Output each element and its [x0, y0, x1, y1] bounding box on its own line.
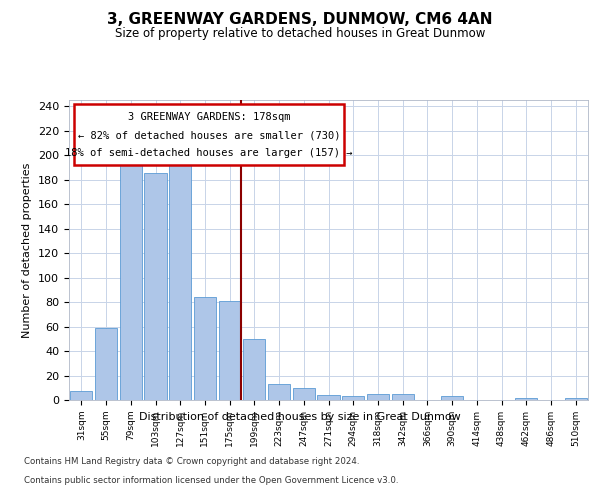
Bar — [342, 396, 364, 400]
Bar — [194, 297, 216, 400]
Bar — [243, 339, 265, 400]
Text: 3, GREENWAY GARDENS, DUNMOW, CM6 4AN: 3, GREENWAY GARDENS, DUNMOW, CM6 4AN — [107, 12, 493, 28]
Bar — [515, 398, 538, 400]
Y-axis label: Number of detached properties: Number of detached properties — [22, 162, 32, 338]
Text: 18% of semi-detached houses are larger (157) →: 18% of semi-detached houses are larger (… — [65, 148, 353, 158]
Bar — [367, 394, 389, 400]
Bar — [317, 395, 340, 400]
Bar — [293, 388, 315, 400]
Text: Distribution of detached houses by size in Great Dunmow: Distribution of detached houses by size … — [139, 412, 461, 422]
Bar — [392, 394, 414, 400]
Bar — [119, 154, 142, 400]
Text: Contains public sector information licensed under the Open Government Licence v3: Contains public sector information licen… — [24, 476, 398, 485]
Bar — [441, 396, 463, 400]
Bar — [565, 398, 587, 400]
Text: ← 82% of detached houses are smaller (730): ← 82% of detached houses are smaller (73… — [78, 130, 340, 140]
Bar — [218, 301, 241, 400]
Bar — [145, 174, 167, 400]
Bar — [95, 328, 117, 400]
FancyBboxPatch shape — [74, 104, 344, 164]
Bar — [169, 165, 191, 400]
Text: Size of property relative to detached houses in Great Dunmow: Size of property relative to detached ho… — [115, 28, 485, 40]
Bar — [268, 384, 290, 400]
Bar — [70, 392, 92, 400]
Text: Contains HM Land Registry data © Crown copyright and database right 2024.: Contains HM Land Registry data © Crown c… — [24, 458, 359, 466]
Text: 3 GREENWAY GARDENS: 178sqm: 3 GREENWAY GARDENS: 178sqm — [128, 112, 290, 122]
